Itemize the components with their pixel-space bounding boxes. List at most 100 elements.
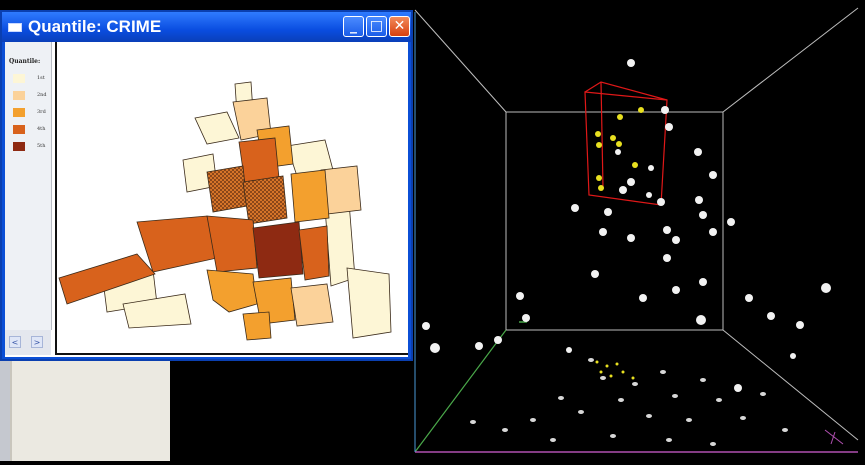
tract-polygon[interactable] bbox=[136, 215, 218, 273]
point bbox=[648, 165, 654, 171]
floor-dot bbox=[632, 382, 638, 386]
highlight-point bbox=[638, 107, 644, 113]
legend-swatch bbox=[13, 91, 25, 100]
point bbox=[475, 342, 483, 350]
legend-label: 4th bbox=[37, 126, 46, 132]
tract-polygon[interactable] bbox=[242, 175, 288, 225]
close-button[interactable]: ✕ bbox=[389, 16, 410, 37]
legend-swatch bbox=[13, 108, 25, 117]
highlight-point bbox=[616, 141, 622, 147]
tract-polygon[interactable] bbox=[252, 221, 304, 279]
point bbox=[663, 226, 671, 234]
point bbox=[821, 283, 831, 293]
floor-dot bbox=[610, 434, 616, 438]
tract-polygon[interactable] bbox=[346, 267, 392, 339]
tract-polygon[interactable] bbox=[122, 293, 192, 329]
cube-edge bbox=[722, 329, 859, 441]
point bbox=[672, 286, 680, 294]
point bbox=[727, 218, 735, 226]
highlight-point bbox=[596, 175, 602, 181]
highlight-point bbox=[596, 142, 602, 148]
selection-box-edge bbox=[600, 81, 604, 189]
maximize-button[interactable]: □ bbox=[366, 16, 387, 37]
floor-dot bbox=[740, 416, 746, 420]
floor-points bbox=[470, 358, 788, 446]
highlight-point bbox=[598, 185, 604, 191]
highlight-floor bbox=[615, 362, 619, 366]
point bbox=[615, 149, 621, 155]
tract-polygon[interactable] bbox=[290, 169, 330, 223]
tract-polygon[interactable] bbox=[206, 165, 248, 213]
point bbox=[767, 312, 775, 320]
highlight-point bbox=[610, 135, 616, 141]
selection-box-edge bbox=[584, 81, 668, 101]
legend-item[interactable]: 1st bbox=[13, 74, 49, 84]
point bbox=[627, 178, 635, 186]
window-title: Quantile: CRIME bbox=[28, 17, 162, 36]
floor-dot bbox=[600, 376, 606, 380]
point bbox=[422, 322, 430, 330]
point bbox=[695, 196, 703, 204]
tract-polygon[interactable] bbox=[298, 225, 330, 281]
choropleth-map[interactable] bbox=[55, 42, 408, 355]
title-bar[interactable]: Quantile: CRIME _ □ ✕ bbox=[2, 12, 411, 42]
floor-dot bbox=[578, 410, 584, 414]
floor-dot bbox=[710, 442, 716, 446]
legend-swatch bbox=[13, 74, 25, 83]
minimize-button[interactable]: _ bbox=[343, 16, 364, 37]
tract-polygon[interactable] bbox=[206, 215, 258, 273]
scatter-points bbox=[422, 59, 831, 392]
highlight-floor bbox=[621, 370, 625, 374]
legend-label: 2nd bbox=[37, 92, 47, 98]
quantile-map-window[interactable]: Quantile: CRIME _ □ ✕ Quantile: 1st 2nd … bbox=[0, 10, 413, 361]
point bbox=[657, 198, 665, 206]
legend-item[interactable]: 3rd bbox=[13, 108, 49, 118]
tract-polygon[interactable] bbox=[194, 111, 240, 145]
legend-item[interactable]: 4th bbox=[13, 125, 49, 135]
legend-item[interactable]: 5th bbox=[13, 142, 49, 152]
highlight-point bbox=[595, 131, 601, 137]
floor-dot bbox=[672, 394, 678, 398]
point bbox=[591, 270, 599, 278]
legend-scrollbar[interactable]: < > bbox=[5, 330, 51, 355]
highlight-point bbox=[632, 162, 638, 168]
floor-dot bbox=[760, 392, 766, 396]
axis-mark bbox=[824, 429, 844, 445]
floor-dot bbox=[470, 420, 476, 424]
3d-scatter-view[interactable] bbox=[413, 0, 865, 461]
legend-panel: Quantile: 1st 2nd 3rd 4th 5th bbox=[5, 42, 52, 330]
scroll-right-button[interactable]: > bbox=[31, 336, 43, 348]
highlight-floor bbox=[595, 360, 599, 364]
tract-polygon[interactable] bbox=[290, 283, 334, 327]
point bbox=[694, 148, 702, 156]
cube-edge bbox=[722, 7, 859, 113]
highlight-point bbox=[617, 114, 623, 120]
floor-dot bbox=[550, 438, 556, 442]
window-client-area: Quantile: 1st 2nd 3rd 4th 5th bbox=[5, 42, 408, 357]
legend-item[interactable]: 2nd bbox=[13, 91, 49, 101]
scroll-left-button[interactable]: < bbox=[9, 336, 21, 348]
legend-label: 5th bbox=[37, 143, 46, 149]
point bbox=[734, 384, 742, 392]
tract-polygon[interactable] bbox=[58, 253, 156, 305]
point bbox=[709, 171, 717, 179]
tract-polygon[interactable] bbox=[206, 269, 258, 313]
point bbox=[516, 292, 524, 300]
floor-dot bbox=[530, 418, 536, 422]
tract-polygon[interactable] bbox=[242, 311, 272, 341]
point bbox=[627, 59, 635, 67]
floor-dot bbox=[618, 398, 624, 402]
floor-dot bbox=[686, 418, 692, 422]
desktop-strip bbox=[0, 361, 10, 461]
point bbox=[709, 228, 717, 236]
point bbox=[790, 353, 796, 359]
floor-dot bbox=[782, 428, 788, 432]
point bbox=[494, 336, 502, 344]
point bbox=[665, 123, 673, 131]
axis-x bbox=[414, 329, 507, 453]
point bbox=[619, 186, 627, 194]
window-menu-icon[interactable] bbox=[8, 23, 22, 32]
point bbox=[661, 106, 669, 114]
floor-dot bbox=[716, 398, 722, 402]
point bbox=[672, 236, 680, 244]
